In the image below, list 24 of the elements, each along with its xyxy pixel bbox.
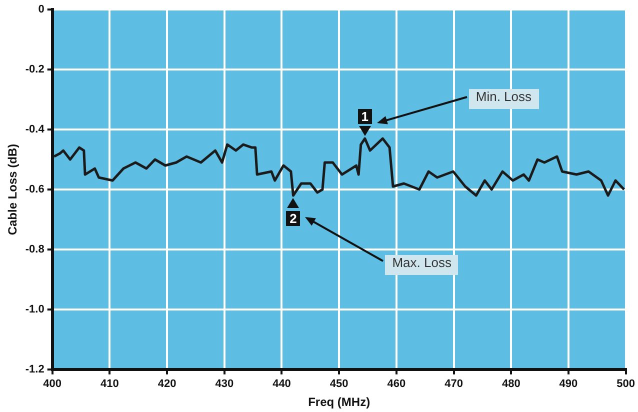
y-tick-label: 0 bbox=[38, 4, 44, 16]
x-tick-label: 430 bbox=[215, 378, 234, 390]
annotation: Min. Loss bbox=[468, 88, 539, 109]
y-tick-label: -1.2 bbox=[25, 363, 44, 376]
x-tick-label: 410 bbox=[100, 378, 119, 390]
y-tick-label: -0.8 bbox=[25, 244, 44, 256]
x-tick-label: 400 bbox=[43, 378, 62, 390]
x-tick-label: 460 bbox=[387, 378, 406, 390]
annotation: 1 bbox=[358, 108, 372, 124]
x-tick-label: 470 bbox=[444, 378, 463, 390]
x-tick-label: 490 bbox=[559, 378, 578, 390]
x-tick-label: 500 bbox=[616, 378, 636, 390]
annotation: 2 bbox=[286, 211, 300, 226]
y-axis-title: Cable Loss (dB) bbox=[6, 144, 20, 236]
x-tick-label: 440 bbox=[272, 378, 291, 390]
x-tick-label: 420 bbox=[158, 378, 176, 390]
x-tick-label: 480 bbox=[502, 378, 520, 390]
y-tick-label: -0.2 bbox=[25, 64, 44, 76]
annotation: Max. Loss bbox=[385, 255, 458, 276]
x-axis-title: Freq (MHz) bbox=[308, 395, 370, 410]
y-tick-label: -1.0 bbox=[25, 303, 44, 316]
x-tick-label: 450 bbox=[330, 378, 348, 390]
y-tick-label: -0.4 bbox=[25, 124, 46, 136]
y-tick-label: -0.6 bbox=[25, 184, 44, 196]
